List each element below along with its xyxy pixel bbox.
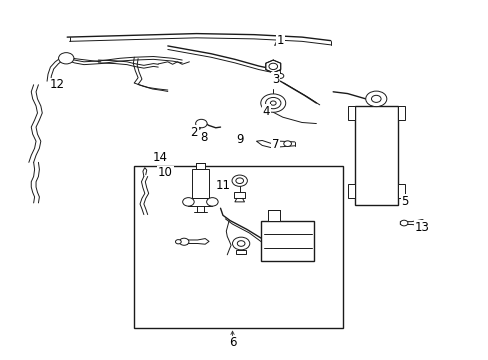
Bar [354,106,397,205]
Bar [191,170,208,198]
Circle shape [237,241,244,246]
Circle shape [175,240,181,244]
Circle shape [232,175,247,186]
Text: 4: 4 [262,105,269,118]
Circle shape [235,178,243,184]
Text: 7: 7 [271,138,279,151]
Text: 3: 3 [271,73,279,86]
Bar [236,250,245,254]
Text: 8: 8 [200,131,207,144]
Bar [188,198,212,207]
Circle shape [232,237,249,250]
Bar [134,166,342,328]
Text: 9: 9 [236,133,243,146]
Text: 11: 11 [215,179,230,192]
Circle shape [179,238,188,245]
Polygon shape [265,60,280,73]
Circle shape [260,94,285,112]
Text: 12: 12 [50,78,65,91]
Bar [195,163,205,170]
Circle shape [59,53,74,64]
Text: 6: 6 [228,337,236,350]
Text: 1: 1 [276,34,284,47]
Circle shape [183,198,194,206]
Circle shape [265,98,280,109]
Circle shape [270,101,276,105]
Text: 13: 13 [413,221,428,234]
Circle shape [399,220,407,226]
Bar [347,106,354,120]
Circle shape [268,63,277,69]
Bar [397,106,404,120]
Circle shape [195,119,207,128]
Bar [397,184,404,198]
Bar [261,221,313,261]
Bar [268,210,280,221]
Circle shape [283,141,291,147]
Circle shape [365,91,386,107]
Bar [233,192,245,198]
Text: 10: 10 [158,166,173,179]
Circle shape [277,73,283,78]
Text: 2: 2 [190,126,198,139]
Text: 14: 14 [153,150,168,163]
Circle shape [206,198,218,206]
Circle shape [371,95,380,102]
Bar [347,184,354,198]
Text: 5: 5 [401,195,408,208]
